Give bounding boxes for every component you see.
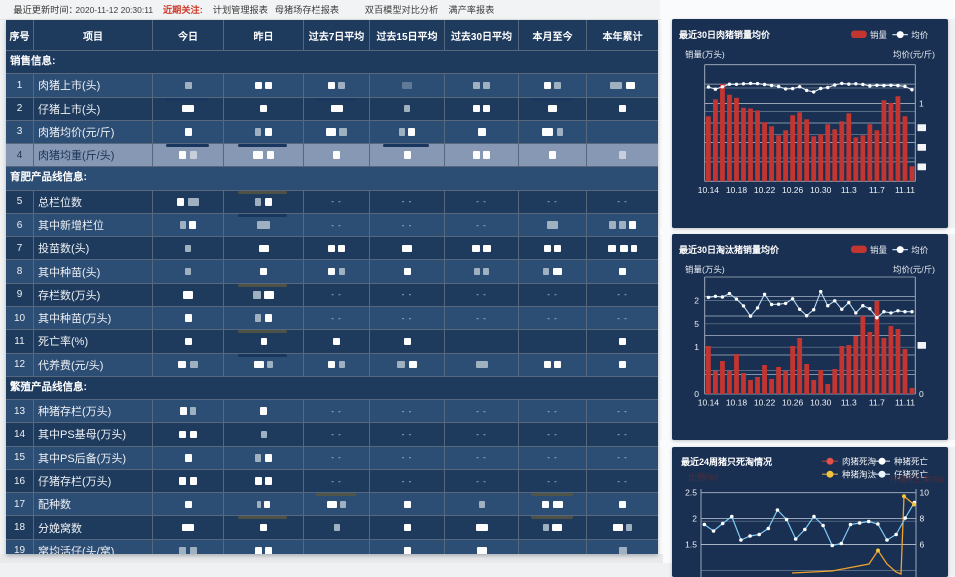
svg-text:1: 1 bbox=[919, 99, 924, 109]
svg-text:10.30: 10.30 bbox=[810, 398, 832, 408]
svg-text:最近24周猪只死淘情况: 最近24周猪只死淘情况 bbox=[681, 456, 772, 467]
svg-text:10.30: 10.30 bbox=[810, 185, 832, 195]
svg-text:10.18: 10.18 bbox=[726, 398, 748, 408]
svg-text:10.18: 10.18 bbox=[726, 185, 748, 195]
svg-text:11.7: 11.7 bbox=[869, 185, 885, 195]
svg-text:2.5: 2.5 bbox=[685, 488, 697, 498]
svg-text:均价(元/斤): 均价(元/斤) bbox=[893, 50, 935, 60]
svg-text:种猪淘汰: 种猪淘汰 bbox=[842, 469, 877, 479]
svg-text:1.5: 1.5 bbox=[685, 540, 697, 550]
svg-text:销量: 销量 bbox=[870, 245, 888, 255]
svg-text:10: 10 bbox=[920, 488, 930, 498]
svg-text:比例(%): 比例(%) bbox=[688, 472, 718, 482]
svg-text:10.14: 10.14 bbox=[698, 185, 720, 195]
svg-text:10.14: 10.14 bbox=[698, 398, 720, 408]
svg-text:11.11: 11.11 bbox=[895, 398, 915, 408]
svg-text:肉猪死淘: 肉猪死淘 bbox=[842, 456, 876, 466]
svg-text:均价: 均价 bbox=[911, 245, 929, 255]
svg-text:10.22: 10.22 bbox=[754, 398, 776, 408]
svg-text:11.7: 11.7 bbox=[869, 398, 885, 408]
svg-text:5: 5 bbox=[694, 319, 699, 329]
svg-text:种猪死亡: 种猪死亡 bbox=[894, 456, 929, 466]
svg-text:均价: 均价 bbox=[911, 30, 929, 40]
svg-text:11.11: 11.11 bbox=[895, 185, 915, 195]
svg-text:10.26: 10.26 bbox=[782, 398, 804, 408]
svg-text:2: 2 bbox=[692, 513, 697, 523]
svg-text:销量: 销量 bbox=[870, 30, 888, 40]
svg-text:11.3: 11.3 bbox=[841, 398, 857, 408]
svg-text:仔猪死亡率(%): 仔猪死亡率(%) bbox=[890, 474, 944, 484]
svg-text:0: 0 bbox=[694, 389, 699, 399]
svg-text:销量(万头): 销量(万头) bbox=[685, 265, 725, 275]
svg-text:10.26: 10.26 bbox=[782, 185, 804, 195]
svg-text:11.3: 11.3 bbox=[841, 185, 857, 195]
svg-text:10.22: 10.22 bbox=[754, 185, 776, 195]
svg-text:0: 0 bbox=[919, 389, 924, 399]
svg-text:8: 8 bbox=[920, 513, 925, 523]
svg-text:6: 6 bbox=[920, 540, 925, 550]
svg-text:均价(元/斤): 均价(元/斤) bbox=[893, 265, 935, 275]
svg-text:最近30日肉猪销量均价: 最近30日肉猪销量均价 bbox=[679, 29, 771, 40]
svg-text:仔猪死亡: 仔猪死亡 bbox=[894, 469, 929, 479]
svg-text:销量(万头): 销量(万头) bbox=[685, 50, 725, 60]
svg-text:2: 2 bbox=[694, 295, 699, 305]
svg-text:1: 1 bbox=[694, 342, 699, 352]
svg-text:最近30日淘汰猪销量均价: 最近30日淘汰猪销量均价 bbox=[679, 244, 780, 255]
